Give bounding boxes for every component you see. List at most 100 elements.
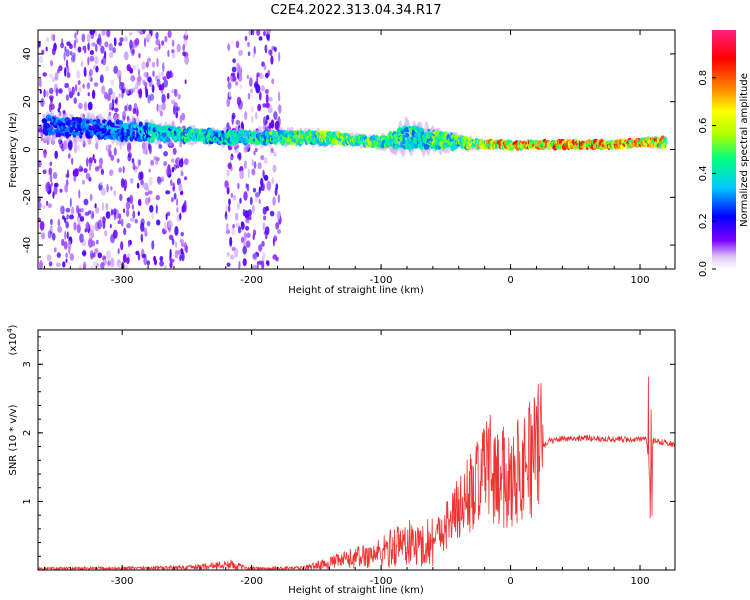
noise-blob <box>166 92 170 100</box>
noise-blob <box>166 211 171 217</box>
noise-blob <box>137 253 141 261</box>
noise-blob <box>234 212 239 221</box>
noise-blob <box>151 84 155 93</box>
noise-blob <box>81 251 87 256</box>
noise-blob <box>130 217 135 222</box>
noise-blob <box>182 44 185 52</box>
noise-blob <box>231 112 236 120</box>
noise-blob <box>101 216 106 224</box>
band-blob <box>102 126 107 134</box>
noise-blob <box>227 76 230 83</box>
noise-blob <box>57 226 63 233</box>
noise-blob <box>277 194 281 204</box>
y-tick-label: -40 <box>22 237 33 253</box>
noise-blob <box>101 202 105 212</box>
noise-blob <box>184 79 187 84</box>
noise-blob <box>90 30 96 35</box>
noise-blob <box>170 158 175 163</box>
noise-blob <box>258 244 263 252</box>
noise-blob <box>53 42 57 52</box>
noise-blob <box>66 72 71 79</box>
noise-blob <box>159 255 164 262</box>
noise-region <box>38 30 190 269</box>
noise-blob <box>245 240 251 248</box>
noise-blob <box>253 150 256 156</box>
noise-blob <box>64 46 67 53</box>
band-blob <box>104 135 109 140</box>
noise-blob <box>94 203 97 209</box>
noise-blob <box>155 160 159 165</box>
noise-blob <box>270 147 274 154</box>
noise-blob <box>120 218 124 227</box>
noise-blob <box>262 222 266 232</box>
noise-blob <box>262 206 267 215</box>
noise-blob <box>160 71 164 77</box>
noise-blob <box>161 93 166 104</box>
band-blob <box>89 118 93 124</box>
noise-blob <box>145 61 149 68</box>
noise-blob <box>230 156 233 161</box>
noise-blob <box>89 193 93 201</box>
noise-blob <box>156 57 159 68</box>
noise-blob <box>79 217 84 222</box>
noise-blob <box>174 241 178 248</box>
noise-blob <box>64 230 67 240</box>
noise-blob <box>140 179 144 186</box>
noise-blob <box>230 72 236 77</box>
noise-blob <box>179 254 182 262</box>
noise-blob <box>98 37 102 47</box>
noise-blob <box>258 73 264 80</box>
noise-blob <box>140 171 144 181</box>
noise-blob <box>266 30 271 35</box>
noise-blob <box>266 180 272 191</box>
noise-blob <box>144 197 150 206</box>
noise-blob <box>58 102 62 110</box>
noise-blob <box>112 47 116 54</box>
noise-blob <box>110 79 114 86</box>
noise-blob <box>114 98 118 104</box>
noise-blob <box>135 250 140 256</box>
noise-blob <box>69 197 72 208</box>
noise-blob <box>268 96 273 102</box>
noise-blob <box>81 33 86 43</box>
noise-blob <box>128 88 134 95</box>
noise-blob <box>270 119 275 129</box>
noise-blob <box>118 93 121 98</box>
snr-x-label: Height of straight line (km) <box>288 585 424 596</box>
noise-blob <box>59 188 63 193</box>
noise-blob <box>136 182 140 189</box>
noise-blob <box>248 30 251 36</box>
noise-blob <box>184 176 188 181</box>
noise-blob <box>247 220 250 225</box>
noise-blob <box>123 51 129 61</box>
noise-blob <box>172 105 176 115</box>
noise-blob <box>86 82 91 90</box>
noise-blob <box>118 167 122 173</box>
noise-blob <box>77 220 81 226</box>
noise-blob <box>170 179 173 186</box>
noise-blob <box>157 104 163 113</box>
noise-blob <box>117 69 122 80</box>
noise-blob <box>179 239 184 244</box>
noise-blob <box>122 110 126 121</box>
band-blob <box>424 143 429 150</box>
noise-blob <box>107 260 111 266</box>
noise-blob <box>71 206 74 216</box>
signal-band <box>41 110 669 158</box>
noise-blob <box>162 76 167 81</box>
noise-blob <box>78 102 83 110</box>
noise-blob <box>65 258 68 263</box>
noise-blob <box>136 63 139 73</box>
noise-blob <box>264 44 268 54</box>
noise-blob <box>240 221 245 230</box>
band-blob <box>404 132 410 138</box>
noise-blob <box>224 213 228 221</box>
noise-blob <box>271 78 275 85</box>
noise-blob <box>67 153 71 159</box>
noise-blob <box>225 204 228 213</box>
noise-blob <box>91 42 96 47</box>
noise-blob <box>244 35 248 42</box>
noise-blob <box>93 252 96 258</box>
noise-blob <box>141 141 147 150</box>
